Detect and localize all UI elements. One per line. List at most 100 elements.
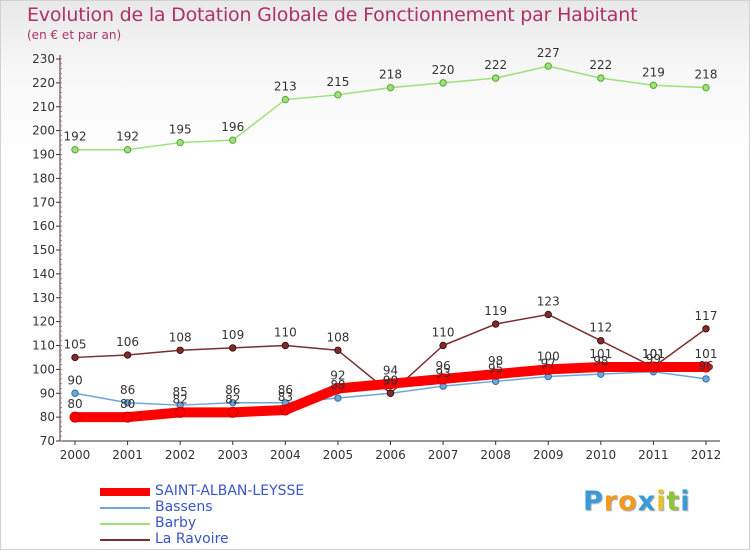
x-tick-label: 2004 <box>270 448 301 462</box>
y-tick-label: 210 <box>32 100 55 114</box>
legend-swatch <box>100 507 150 509</box>
data-label: 88 <box>330 378 345 392</box>
data-label: 96 <box>435 359 450 373</box>
legend-item-bassens: Bassens <box>100 499 360 516</box>
data-point <box>279 404 291 416</box>
data-point <box>702 83 710 92</box>
data-label: 101 <box>589 347 612 361</box>
y-tick-label: 80 <box>40 410 55 424</box>
x-tick-label: 2002 <box>165 448 196 462</box>
data-point <box>71 353 79 362</box>
data-point <box>281 95 290 104</box>
x-tick-label: 2003 <box>217 448 248 462</box>
data-point <box>542 363 554 375</box>
data-point <box>437 373 449 385</box>
data-label: 95 <box>488 361 503 375</box>
data-label: 222 <box>484 58 507 72</box>
data-point <box>491 74 500 82</box>
data-label: 110 <box>432 326 455 340</box>
data-point <box>597 337 605 345</box>
data-point <box>123 146 132 154</box>
data-point <box>700 361 712 373</box>
y-tick-label: 130 <box>32 291 55 305</box>
data-labels-layer: 192 192 195 196 213 215 218 220 222 227 222 219 218 1… <box>64 46 718 411</box>
data-label: 100 <box>537 349 560 363</box>
data-point <box>490 368 502 380</box>
data-label: 85 <box>173 385 188 399</box>
y-tick-label: 150 <box>32 243 55 257</box>
data-label: 108 <box>169 330 192 344</box>
data-label: 220 <box>432 63 455 77</box>
data-label: 82 <box>225 392 240 406</box>
data-point <box>544 62 552 70</box>
x-tick-label: 2001 <box>112 448 143 462</box>
data-label: 86 <box>225 383 240 397</box>
data-point <box>702 325 710 333</box>
data-label: 110 <box>274 326 297 340</box>
data-label: 101 <box>642 347 665 361</box>
legend-label: La Ravoire <box>155 531 229 547</box>
data-label: 93 <box>435 366 450 380</box>
data-label: 101 <box>642 347 665 361</box>
data-label: 117 <box>695 309 718 323</box>
y-tick-label: 180 <box>32 171 55 185</box>
data-point <box>123 399 132 407</box>
data-label: 90 <box>383 373 398 387</box>
legend-item-la-ravoire: La Ravoire <box>100 531 360 548</box>
data-label: 213 <box>274 80 297 94</box>
data-label: 123 <box>537 294 560 308</box>
data-point <box>281 341 290 350</box>
x-tick-label: 2012 <box>691 448 722 462</box>
data-point <box>227 406 239 418</box>
data-label: 98 <box>488 354 503 368</box>
x-tick-label: 2007 <box>428 448 459 462</box>
y-tick-label: 140 <box>32 267 55 281</box>
data-point <box>334 394 342 402</box>
data-label: 90 <box>67 373 82 387</box>
y-tick-label: 90 <box>40 386 55 400</box>
data-point <box>386 83 395 92</box>
data-label: 109 <box>221 328 244 342</box>
legend-swatch <box>100 523 150 525</box>
x-tick-label: 2008 <box>480 448 511 462</box>
data-label: 227 <box>537 46 560 60</box>
data-label: 108 <box>326 330 349 344</box>
y-tick-label: 110 <box>32 339 55 353</box>
data-point <box>176 138 184 147</box>
legend: SAINT-ALBAN-LEYSSE Bassens Barby La Ravo… <box>100 483 360 548</box>
axes: 7080901001101201301401501601701801902002… <box>32 52 721 462</box>
data-point <box>334 91 342 99</box>
y-tick-label: 170 <box>32 195 55 209</box>
chart-subtitle: (en € et par an) <box>27 28 122 42</box>
y-tick-label: 120 <box>32 315 55 329</box>
data-label: 195 <box>169 123 192 137</box>
y-tick-label: 200 <box>32 124 55 138</box>
data-point <box>595 361 607 373</box>
data-label: 92 <box>330 368 345 382</box>
data-label: 97 <box>541 357 556 371</box>
legend-swatch <box>100 488 150 496</box>
data-point <box>439 79 447 87</box>
data-label: 192 <box>64 130 87 144</box>
data-point <box>491 320 500 328</box>
legend-swatch <box>100 539 150 541</box>
data-point <box>69 411 81 423</box>
data-point <box>176 346 184 354</box>
data-point <box>386 389 395 397</box>
data-point <box>647 361 659 373</box>
x-tick-label: 2010 <box>586 448 617 462</box>
data-point <box>174 406 186 418</box>
legend-item-saint-alban-leysse: SAINT-ALBAN-LEYSSE <box>100 483 360 500</box>
x-tick-label: 2011 <box>638 448 669 462</box>
chart-title: Evolution de la Dotation Globale de Fonc… <box>27 4 638 26</box>
y-tick-label: 100 <box>32 362 55 376</box>
data-label: 101 <box>695 347 718 361</box>
data-point <box>439 341 447 350</box>
data-point <box>385 378 396 390</box>
data-label: 222 <box>589 58 612 72</box>
data-point <box>229 344 237 352</box>
x-tick-label: 2009 <box>533 448 564 462</box>
y-tick-label: 230 <box>32 52 55 66</box>
data-label: 94 <box>383 364 398 378</box>
